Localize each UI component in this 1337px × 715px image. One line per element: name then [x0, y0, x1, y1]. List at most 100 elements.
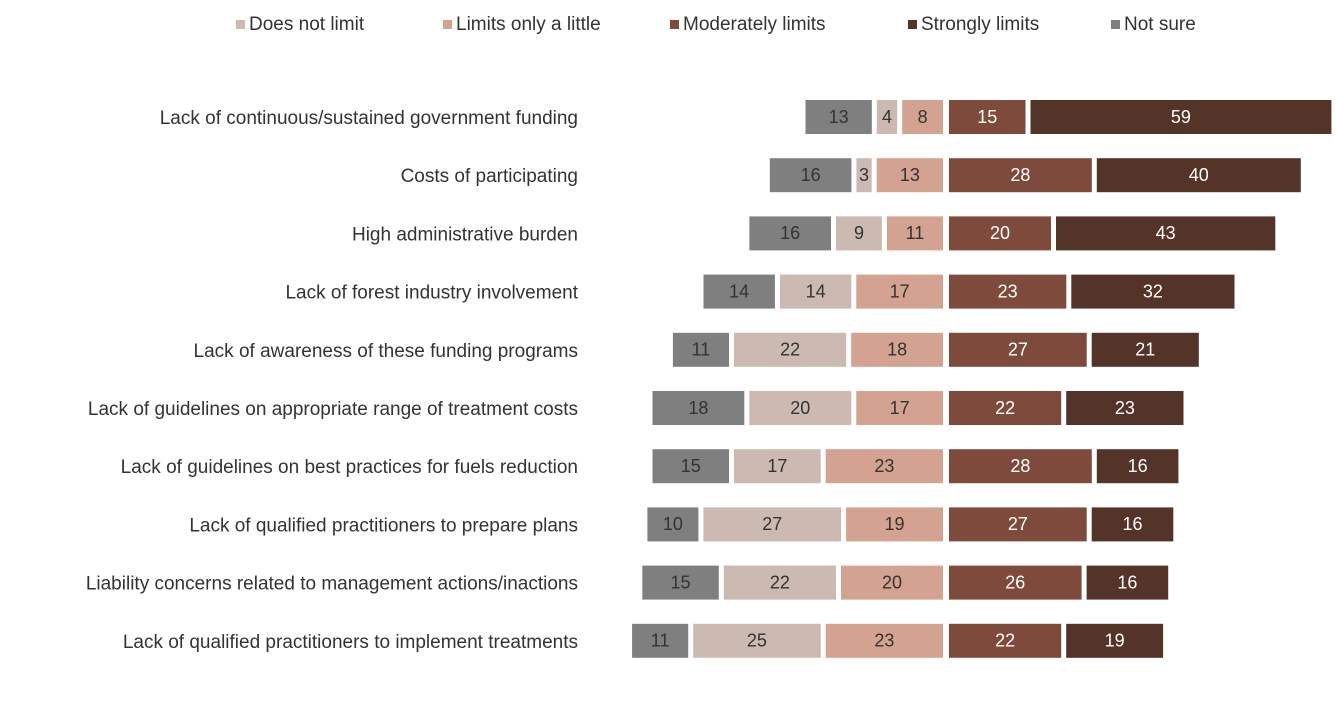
bar-segment — [723, 565, 836, 600]
bar-segment — [1066, 623, 1164, 658]
value-label: 22 — [780, 340, 800, 360]
bar-segment — [1086, 565, 1169, 600]
bar-segment — [856, 391, 943, 425]
value-label: 13 — [900, 165, 920, 185]
value-label: 16 — [1128, 456, 1148, 476]
bar-segment — [672, 332, 729, 367]
legend-label: Does not limit — [249, 14, 365, 35]
bar-segment — [902, 100, 943, 134]
value-label: 23 — [998, 281, 1018, 301]
value-label: 28 — [1010, 456, 1030, 476]
value-label: 10 — [663, 514, 683, 534]
value-label: 15 — [681, 456, 701, 476]
value-label: 20 — [990, 223, 1010, 243]
value-label: 26 — [1005, 572, 1025, 592]
bar-segment — [876, 100, 898, 134]
legend-swatch — [443, 20, 452, 29]
value-label: 15 — [671, 572, 691, 592]
bar-segment — [846, 507, 943, 542]
legend-label: Strongly limits — [921, 14, 1039, 35]
bar-segment — [949, 216, 1051, 251]
value-label: 14 — [729, 281, 749, 301]
bar-segment — [1056, 216, 1276, 251]
value-label: 17 — [890, 398, 910, 418]
value-label: 22 — [770, 572, 790, 592]
value-label: 23 — [1115, 398, 1135, 418]
bar-segment — [949, 100, 1026, 134]
bar-segment — [949, 449, 1092, 484]
value-label: 4 — [882, 107, 892, 127]
bar-segment — [856, 274, 943, 309]
bar-segment — [1091, 332, 1199, 367]
legend-label: Moderately limits — [683, 14, 826, 35]
value-label: 27 — [1008, 340, 1028, 360]
value-label: 15 — [977, 107, 997, 127]
value-label: 27 — [1008, 514, 1028, 534]
bar-segment — [851, 332, 943, 367]
value-label: 11 — [651, 631, 670, 651]
value-label: 21 — [1135, 340, 1155, 360]
bar-segment — [769, 158, 852, 193]
bar-segment — [703, 274, 775, 309]
value-label: 18 — [887, 340, 907, 360]
bar-segment — [1096, 158, 1301, 193]
value-label: 17 — [890, 281, 910, 301]
bar-segment — [642, 565, 719, 600]
value-label: 28 — [1010, 165, 1030, 185]
value-label: 27 — [762, 514, 782, 534]
bar-segment — [1030, 100, 1332, 134]
value-label: 22 — [995, 398, 1015, 418]
value-label: 11 — [906, 223, 925, 243]
bar-segment — [836, 216, 882, 251]
value-label: 20 — [790, 398, 810, 418]
value-label: 14 — [806, 281, 826, 301]
bar-segment — [949, 623, 1062, 658]
bar-segment — [876, 158, 943, 193]
bar-segment — [949, 274, 1067, 309]
category-label: Lack of qualified practitioners to imple… — [123, 632, 578, 653]
value-label: 9 — [854, 223, 864, 243]
category-label: Lack of continuous/sustained government … — [160, 108, 578, 129]
bar-segment — [647, 507, 699, 542]
bar-segment — [1096, 449, 1179, 484]
value-label: 17 — [767, 456, 787, 476]
bar-segment — [949, 158, 1092, 193]
value-label: 3 — [859, 165, 869, 185]
category-label: Costs of participating — [401, 166, 578, 187]
value-label: 43 — [1156, 223, 1176, 243]
bar-segment — [856, 158, 872, 193]
bar-segment — [703, 507, 842, 542]
legend-swatch — [236, 20, 245, 29]
category-label: Lack of qualified practitioners to prepa… — [189, 515, 578, 536]
value-label: 13 — [829, 107, 849, 127]
legend-swatch — [908, 20, 917, 29]
bar-segment — [949, 565, 1082, 600]
value-label: 22 — [995, 631, 1015, 651]
value-label: 11 — [692, 340, 711, 360]
value-label: 32 — [1143, 281, 1163, 301]
legend-swatch — [1111, 20, 1120, 29]
value-label: 40 — [1189, 165, 1209, 185]
category-label: Lack of guidelines on appropriate range … — [88, 399, 578, 420]
value-label: 59 — [1171, 107, 1191, 127]
legend-swatch — [670, 20, 679, 29]
value-label: 19 — [1105, 631, 1125, 651]
category-label: Lack of guidelines on best practices for… — [121, 457, 578, 478]
category-label: Liability concerns related to management… — [86, 574, 578, 595]
value-label: 23 — [874, 456, 894, 476]
bar-segment — [779, 274, 852, 309]
legend-label: Not sure — [1124, 14, 1196, 35]
value-label: 18 — [688, 398, 708, 418]
bar-segment — [841, 565, 943, 600]
value-label: 16 — [1117, 572, 1137, 592]
bar-segment — [632, 623, 689, 658]
value-label: 23 — [874, 631, 894, 651]
value-label: 16 — [801, 165, 821, 185]
category-label: High administrative burden — [352, 224, 578, 245]
bar-segment — [886, 216, 943, 251]
category-label: Lack of forest industry involvement — [285, 283, 578, 304]
bar-segment — [652, 449, 729, 484]
bar-segment — [693, 623, 821, 658]
bar-segment — [1091, 507, 1174, 542]
bar-segment — [825, 449, 943, 484]
